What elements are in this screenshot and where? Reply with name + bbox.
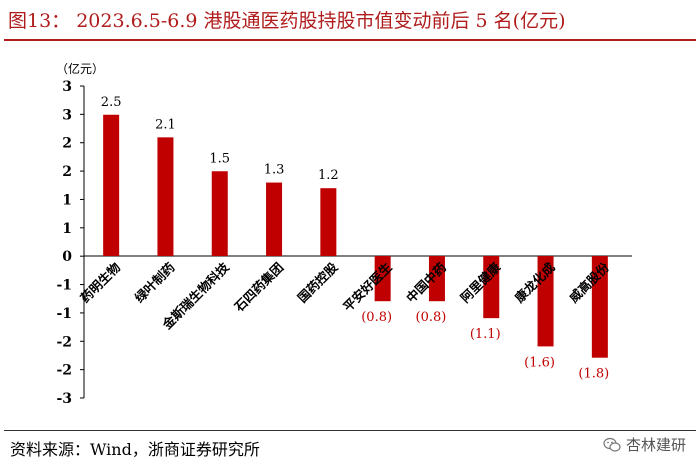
bar [103,114,120,256]
bar [320,188,337,256]
bar [374,256,391,302]
category-label: 石四药集团 [231,260,287,316]
data-label: 1.2 [318,168,339,183]
bar [537,256,554,347]
bar-chart: （亿元）3322110-1-1-2-2-32.5药明生物2.1绿叶制药1.5金斯… [56,61,632,407]
bar [428,256,445,302]
category-label: 绿叶制药 [132,259,178,305]
data-label: (1.1) [470,327,501,342]
wechat-icon [603,437,621,452]
bar [266,182,283,256]
y-tick-label: 0 [62,249,72,265]
data-label: 2.5 [101,95,122,110]
y-tick-label: 2 [62,136,72,152]
data-label: (1.6) [524,355,555,370]
y-tick-label: -2 [56,363,72,379]
data-label: 1.5 [209,151,230,166]
chart-title: 图13： 2023.6.5-6.9 港股通医药股持股市值变动前后 5 名(亿元) [8,10,566,32]
data-label: 1.3 [264,163,285,178]
data-label: 2.1 [155,117,176,132]
y-tick-label: 3 [62,79,72,95]
data-label: (0.8) [416,310,447,325]
y-tick-label: 1 [62,221,72,237]
bar [157,137,174,256]
category-label: 国药控股 [294,259,340,305]
y-unit-label: （亿元） [56,61,104,76]
y-tick-label: -3 [56,391,72,407]
y-tick-label: 2 [62,164,72,180]
title-bar: 图13： 2023.6.5-6.9 港股通医药股持股市值变动前后 5 名(亿元) [0,0,700,41]
y-tick-label: -1 [56,278,72,294]
bar [483,256,500,319]
data-label: (1.8) [578,367,609,382]
bar [211,171,228,256]
y-tick-label: -1 [56,306,72,322]
source-note: 资料来源：Wind，浙商证券研究所 [10,440,260,459]
watermark-label: 杏林建研 [625,436,686,454]
bar [591,256,608,358]
title-divider [4,39,696,41]
source-divider [4,430,696,431]
y-tick-label: -2 [56,334,72,350]
y-tick-label: 3 [62,107,72,123]
y-tick-label: 1 [62,192,72,208]
watermark: 杏林建研 [603,434,686,455]
data-label: (0.8) [361,310,392,325]
